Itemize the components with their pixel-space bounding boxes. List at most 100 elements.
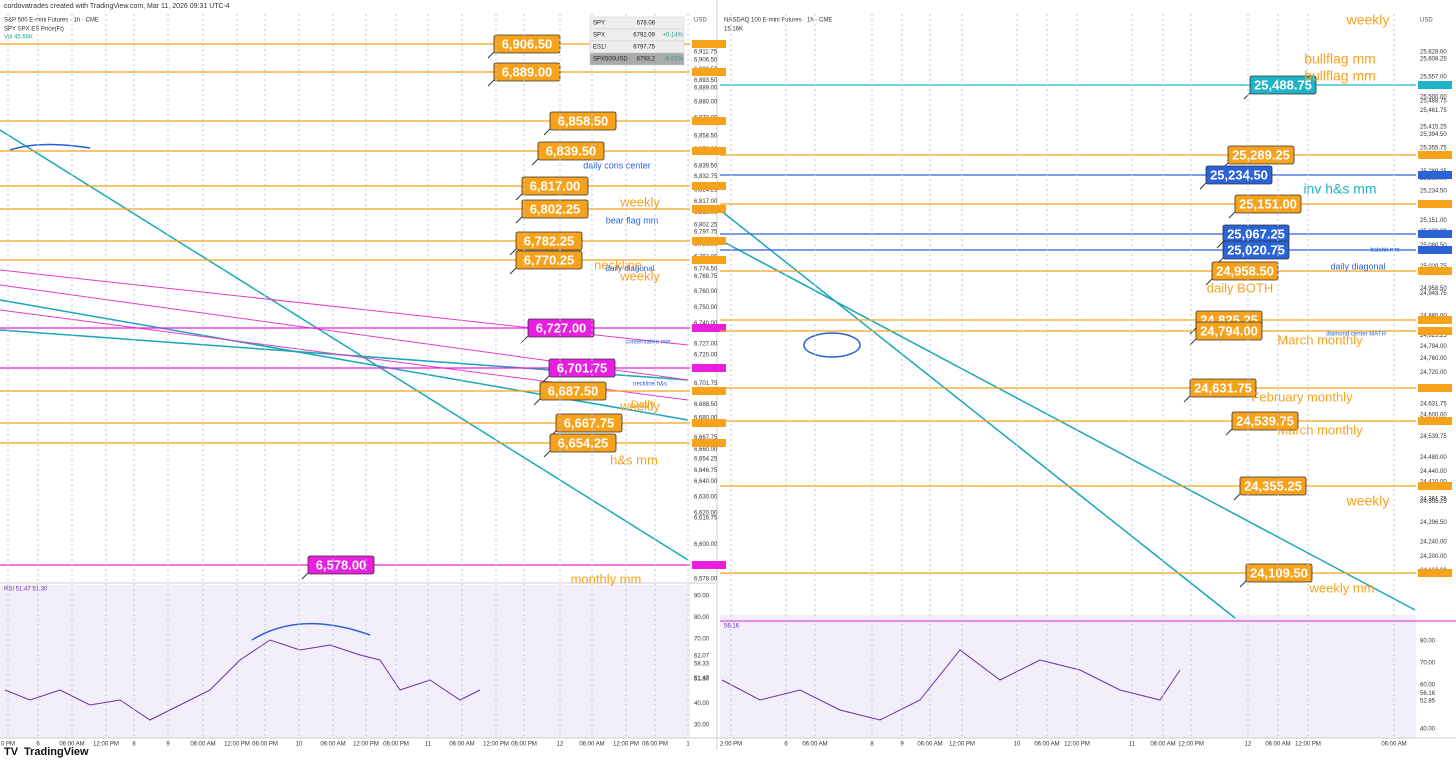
price-label: 6,893.50 — [694, 78, 718, 84]
annotation: weekly — [1346, 12, 1390, 28]
callout-box — [307, 555, 375, 575]
callout-leader — [1216, 241, 1224, 249]
price-label: 25,488.75 — [1420, 99, 1447, 105]
price-label: 6,720.00 — [694, 352, 718, 358]
callout-box — [521, 176, 589, 196]
time-label: 12:00 PM — [93, 742, 119, 748]
price-tag — [692, 237, 726, 245]
callout-box — [515, 231, 583, 251]
legend: 15.16K — [724, 27, 743, 33]
price-label: 6,701.75 — [694, 381, 718, 387]
price-label: 6,727.00 — [694, 341, 718, 347]
brand-logo: TV — [4, 746, 19, 758]
time-label: 11 — [1129, 742, 1136, 748]
callout-leader — [1205, 278, 1213, 286]
price-tag — [692, 117, 726, 125]
annotation: weekly — [619, 268, 660, 283]
legend: SPY SPX ES Price(Ft) — [4, 27, 64, 33]
callout-leader — [1243, 92, 1251, 100]
time-label: 12:00 PM — [224, 742, 250, 748]
rsi-label: 58.33 — [694, 661, 710, 667]
price-label: 24,480.00 — [1420, 455, 1447, 461]
price-label: 6,630.00 — [694, 495, 718, 501]
callout-text: 6,889.00 — [502, 64, 553, 79]
time-label: 6 — [784, 742, 788, 748]
callout-leader — [509, 248, 517, 256]
callout-text: 6,802.25 — [530, 201, 581, 216]
price-label: 24,825.25 — [1420, 333, 1447, 339]
annotation: h&s mm — [610, 452, 658, 467]
price-label: 24,720.00 — [1420, 370, 1447, 376]
price-label: 25,500.00 — [1420, 95, 1447, 101]
time-label: 9 — [166, 742, 170, 748]
price-tag — [1418, 230, 1452, 238]
price-label: 6,774.50 — [694, 266, 718, 272]
callout-leader — [543, 128, 551, 136]
annotation: diamond center MATH — [1326, 332, 1386, 338]
rsi-pane-right — [720, 615, 1416, 738]
currency: USD — [1420, 18, 1433, 24]
callout-leader — [1199, 182, 1207, 190]
callout-leader — [542, 375, 550, 383]
price-label: 6,858.50 — [694, 134, 718, 140]
time-label: 06:00 PM — [383, 742, 409, 748]
callout-box — [1195, 321, 1263, 341]
callout-box — [1249, 75, 1317, 95]
time-label: 06:00 PM — [642, 742, 668, 748]
time-label: 6 — [36, 742, 40, 748]
price-label: 24,361.75 — [1420, 497, 1447, 503]
price-label: 24,240.00 — [1420, 540, 1447, 546]
time-label: 06:00 AM — [917, 742, 942, 748]
drawing — [9, 143, 91, 151]
callout-text: 24,109.50 — [1250, 565, 1308, 580]
rsi-label: 40.00 — [694, 701, 710, 707]
time-label: 06:00 PM — [252, 742, 278, 748]
callout-text: 6,701.75 — [557, 360, 608, 375]
price-label: 6,640.00 — [694, 479, 718, 485]
time-label: 12:00 PM — [613, 742, 639, 748]
rsi-label: 80.00 — [1420, 639, 1436, 645]
quote-cell: 678.08 — [637, 21, 656, 27]
rsi-label: 60.00 — [1420, 683, 1436, 689]
price-tag — [692, 324, 726, 332]
price-label: 25,020.75 — [1420, 264, 1447, 270]
callout-box — [1234, 194, 1302, 214]
rsi-line — [721, 649, 1181, 721]
credit: cordovatrades created with TradingView.c… — [4, 3, 230, 10]
time-label: 06:00 AM — [320, 742, 345, 748]
callout-leader — [1228, 211, 1236, 219]
price-label: 6,911.75 — [694, 49, 718, 55]
rsi-label: 51.47 — [694, 676, 710, 682]
annotation: March monthly — [1277, 422, 1363, 437]
price-label: 6,810.00 — [694, 210, 718, 216]
callout-box — [537, 141, 605, 161]
time-label: 06:00 PM — [511, 742, 537, 748]
quote-cell: 6792.09 — [633, 33, 655, 39]
quote-cell: +0.14% — [662, 33, 683, 39]
time-label: 8 — [870, 742, 874, 748]
callout-text: 24,355.25 — [1244, 478, 1302, 493]
price-tag — [692, 40, 726, 48]
annotation: daily cons center — [583, 160, 651, 170]
time-label: 10 — [1014, 742, 1021, 748]
price-label: 24,539.75 — [1420, 434, 1447, 440]
time-label: 11 — [425, 742, 432, 748]
time-label: 12:00 PM — [1178, 742, 1204, 748]
callout-box — [548, 358, 616, 378]
price-label: 6,817.00 — [694, 199, 718, 205]
callout-text: 25,151.00 — [1239, 196, 1297, 211]
time-label: 2:00 PM — [720, 742, 742, 748]
time-label: 12:00 PM — [483, 742, 509, 748]
rsi-label: 52.85 — [1420, 698, 1436, 704]
callout-box — [539, 381, 607, 401]
callout-leader — [543, 450, 551, 458]
price-tag — [1418, 267, 1452, 275]
quote-cell: 6797.75 — [633, 45, 655, 51]
callout-text: 6,578.00 — [316, 557, 367, 572]
price-label: 6,646.75 — [694, 468, 718, 474]
time-label: 06:00 AM — [449, 742, 474, 748]
callout-leader — [1233, 493, 1241, 501]
price-label: 6,660.00 — [694, 447, 718, 453]
price-tag — [692, 205, 726, 213]
